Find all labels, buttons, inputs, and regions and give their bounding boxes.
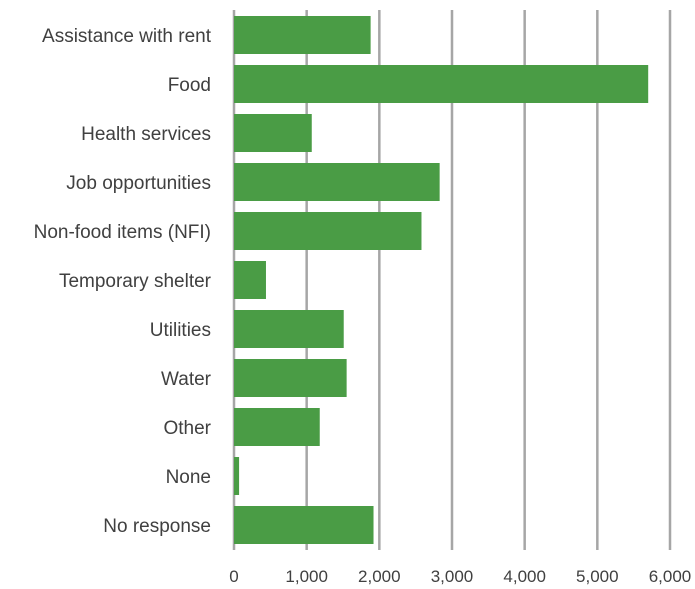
bar [234, 408, 320, 446]
bar [234, 163, 440, 201]
x-tick-labels: 0 1,000 2,000 3,000 4,000 5,000 6,000 [229, 567, 691, 586]
category-label: Job opportunities [66, 173, 211, 194]
category-label: Other [163, 418, 211, 439]
bar [234, 16, 371, 54]
bar [234, 310, 344, 348]
bar [234, 212, 422, 250]
category-labels: Assistance with rent Food Health services J… [34, 26, 212, 537]
bar [234, 457, 240, 495]
category-label: Food [168, 75, 211, 96]
x-tick-label: 5,000 [576, 567, 619, 586]
bar [234, 506, 374, 544]
x-tick-label: 4,000 [503, 567, 546, 586]
category-label: Health services [81, 124, 211, 145]
bar [234, 359, 347, 397]
category-label: None [166, 467, 211, 488]
category-label: Water [161, 369, 212, 390]
x-tick-label: 0 [229, 567, 238, 586]
category-label: Temporary shelter [59, 271, 212, 292]
x-tick-label: 3,000 [431, 567, 474, 586]
x-tick-label: 1,000 [285, 567, 328, 586]
category-label: Assistance with rent [42, 26, 212, 47]
bar [234, 65, 649, 103]
x-tick-label: 6,000 [649, 567, 692, 586]
bar [234, 261, 266, 299]
bar [234, 114, 312, 152]
x-tick-label: 2,000 [358, 567, 401, 586]
category-label: No response [103, 516, 211, 537]
bars [234, 16, 649, 544]
category-label: Non-food items (NFI) [34, 222, 211, 243]
category-label: Utilities [150, 320, 211, 341]
